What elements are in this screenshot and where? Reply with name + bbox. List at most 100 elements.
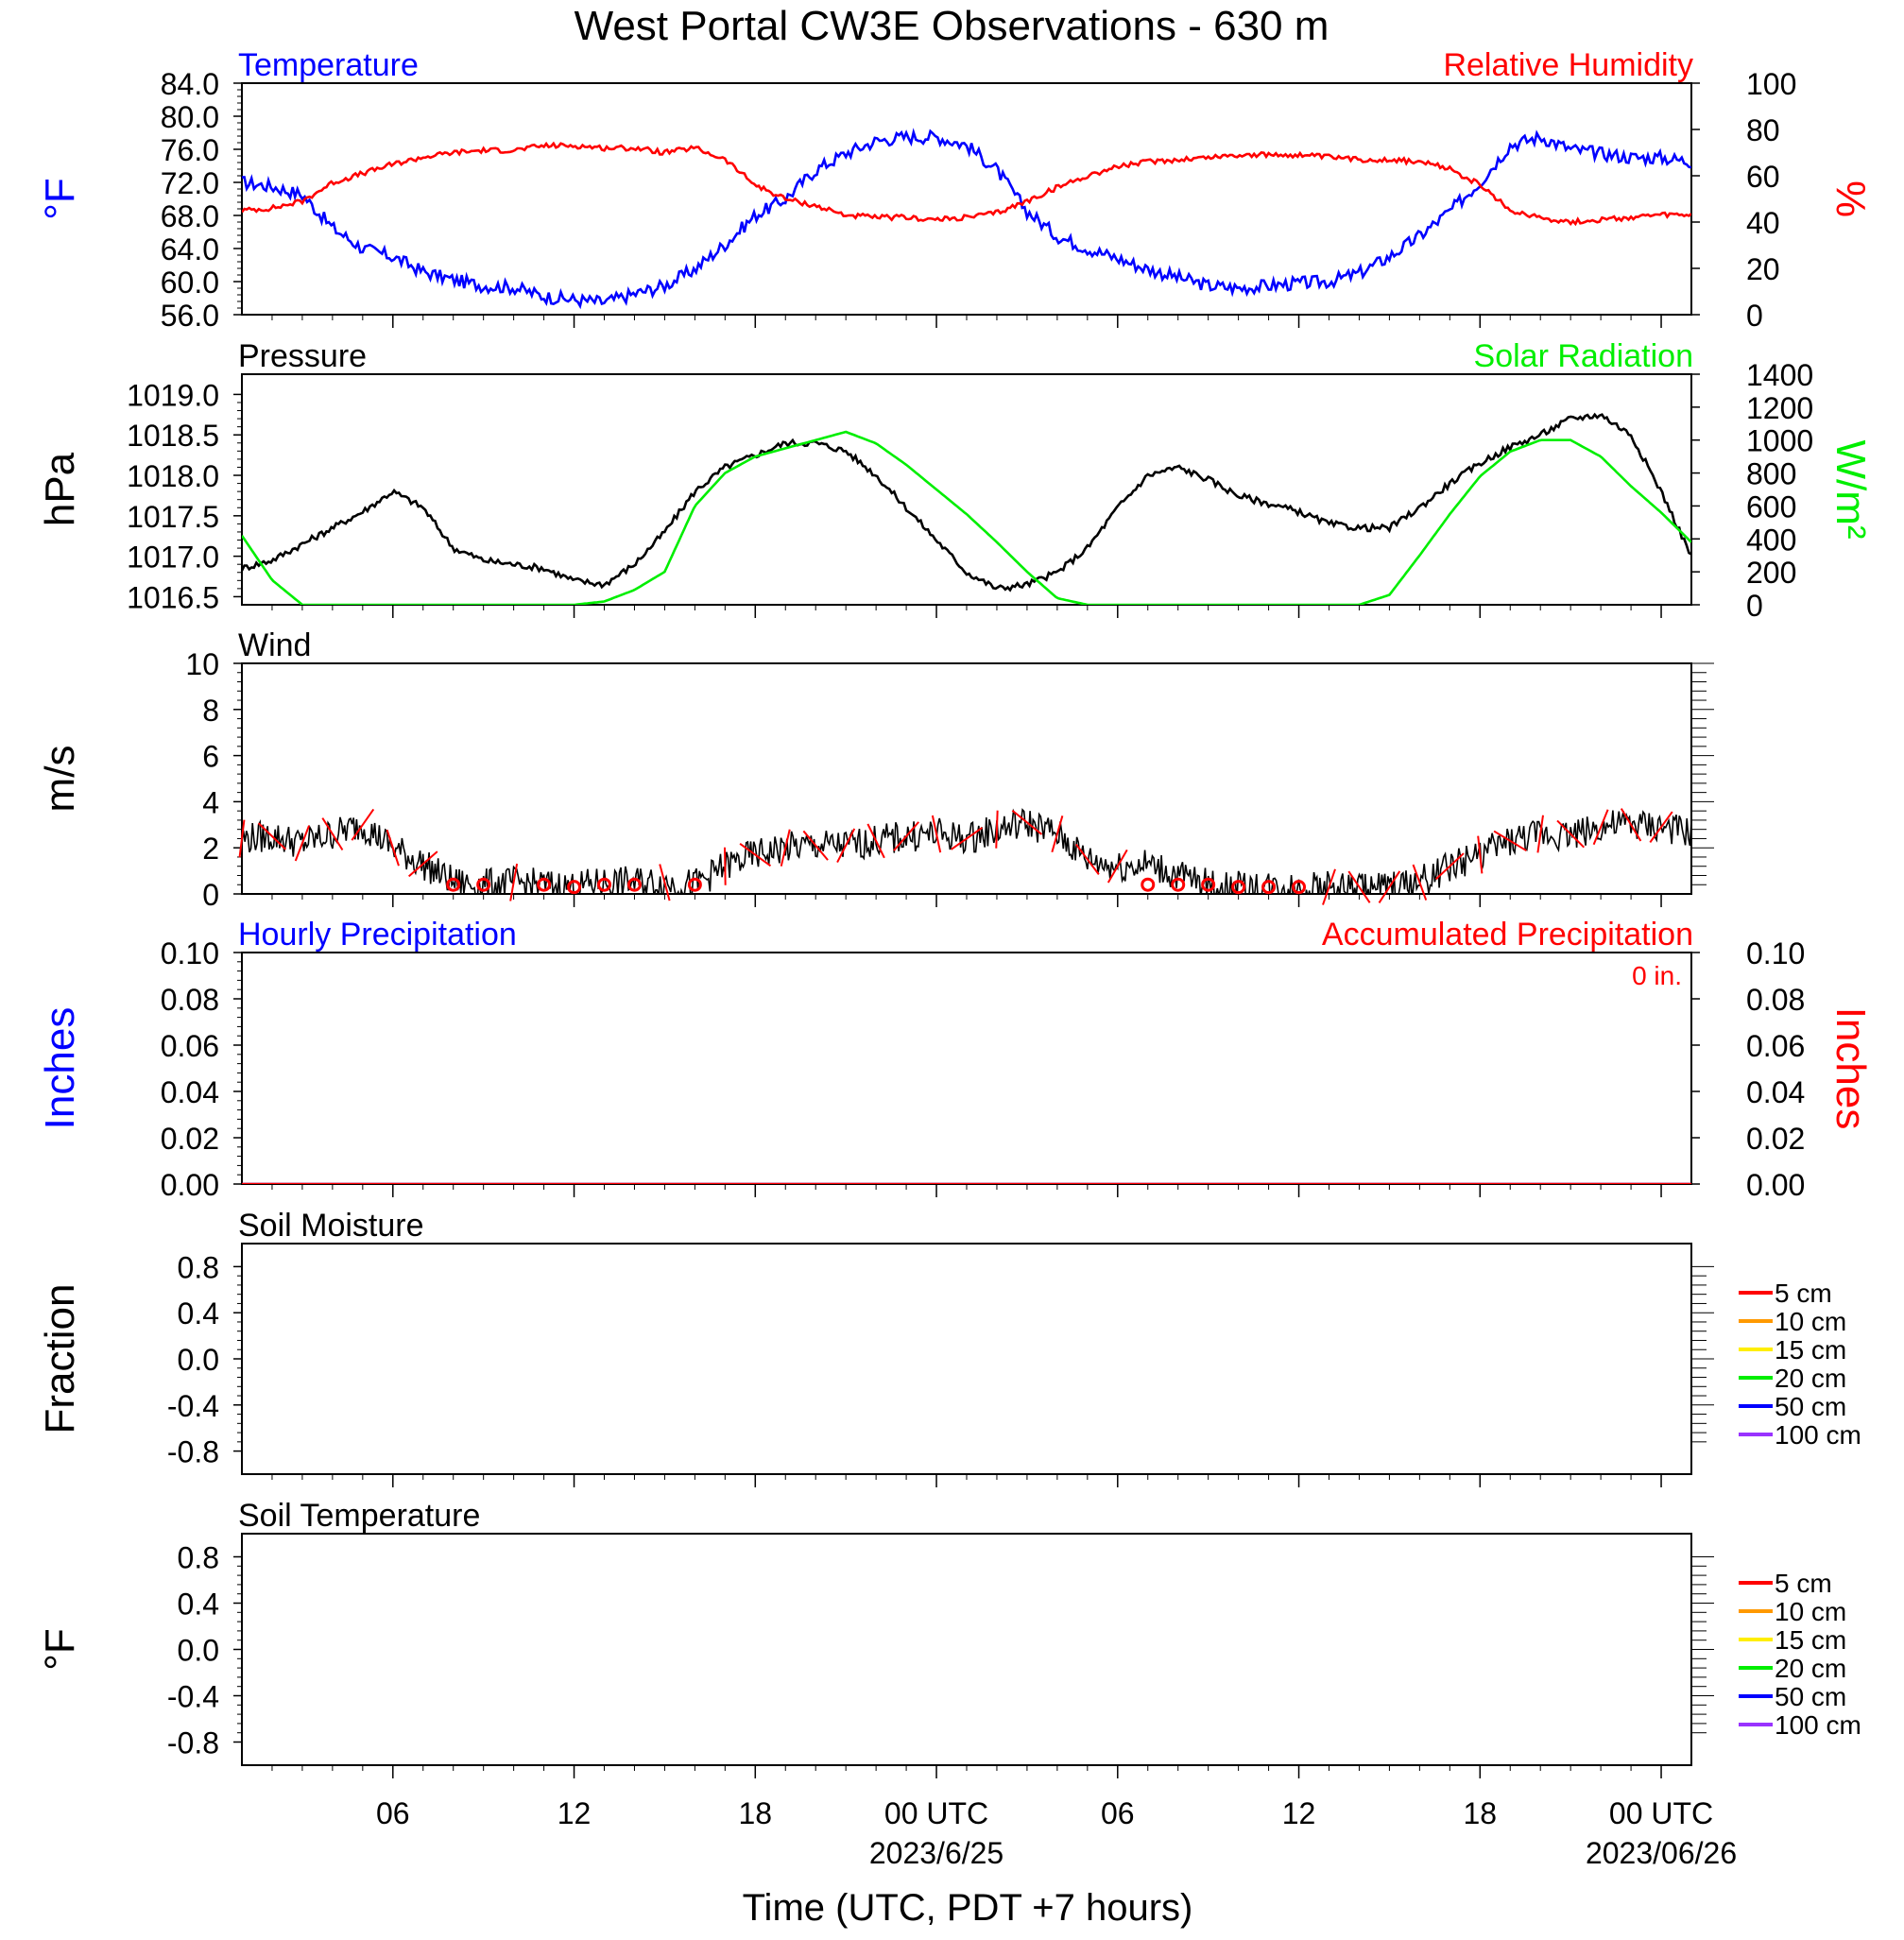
wind-barb [780,829,791,867]
accumulated-total-label: 0 in. [1632,961,1682,990]
panels-group: 84.080.076.072.068.064.060.056.010080604… [37,47,1874,1778]
y-tick-label-left: 0.10 [161,936,219,970]
calm-wind-marker [1292,880,1307,895]
wind-barb [1620,808,1642,842]
x-tick-label: 12 [1282,1796,1316,1830]
y-tick-label-left: -0.8 [167,1726,219,1760]
wind-barb [1493,830,1527,852]
wind-barb [351,808,375,841]
legend-label: 50 cm [1775,1682,1846,1711]
wind-barb [659,864,671,901]
legend-label: 5 cm [1775,1569,1832,1598]
y-tick-label-right: 0.10 [1746,936,1805,970]
panel-title-left: Soil Moisture [238,1208,424,1244]
y-tick-label-left: 0.0 [178,1343,219,1377]
panel-title-right: Solar Radiation [1474,338,1693,374]
panel-soil_moisture: 0.8 0.4 0.0 -0.4 -0.8 Soil Moisture Fraction 5 … [37,1208,1861,1487]
y-axis-label-left: Inches [37,1007,83,1130]
y-tick-label-left: 0.04 [161,1075,219,1109]
y-axis-label-left: °F [37,1628,83,1670]
panel-pressure_solar: 1019.0 1018.5 1018.0 1017.5 1017.0 1016.5 1400… [37,338,1874,623]
wind-barb [1378,870,1401,903]
y-tick-label-left: 0.06 [161,1029,219,1063]
y-tick-label-left: 1017.0 [127,541,219,575]
y-tick-label-left: 1019.0 [127,378,219,412]
legend-label: 10 cm [1775,1307,1846,1336]
y-tick-label-right: 0.04 [1746,1075,1805,1109]
wind-barb [257,822,287,850]
y-axis-label-right: % [1827,180,1874,217]
x-tick-label: 06 [376,1796,410,1830]
y-tick-label-right: 0.06 [1746,1029,1805,1063]
x-tick-label: 06 [1101,1796,1135,1830]
y-tick-label-right: 0.02 [1746,1122,1805,1156]
panel-title-right: Relative Humidity [1443,47,1693,83]
wind-barb [1536,815,1544,853]
series-line-solar-radiation [242,430,1691,605]
y-tick-label-right: 200 [1746,556,1796,590]
wind-barb [1477,835,1484,874]
wind-barb [1556,819,1586,849]
wind-barb [836,828,856,864]
y-tick-label-left: 56.0 [161,299,219,333]
x-tick-label: 00 UTC [884,1796,988,1830]
wind-barb [1435,852,1465,881]
plot-frame [241,662,1692,895]
y-tick-label-left: 4 [202,785,219,819]
x-date-label: 2023/6/25 [869,1836,1003,1870]
calm-wind-marker [1231,880,1246,895]
y-tick-label-left: 0.8 [178,1250,219,1284]
y-tick-label-left: 0.4 [178,1296,219,1331]
y-tick-label-right: 1200 [1746,391,1813,425]
calm-wind-marker [446,877,461,892]
x-tick-label: 00 UTC [1609,1796,1713,1830]
calm-wind-marker [476,877,491,892]
y-axis-label-left: Fraction [37,1284,83,1434]
wind-barb [951,827,983,850]
y-tick-label-right: 800 [1746,457,1796,491]
y-axis-label-right: Inches [1827,1007,1874,1130]
series-line-relative-humidity [242,141,1691,227]
wind-barb [1592,809,1609,846]
wind-barb [1322,868,1336,905]
calm-wind-marker [1141,877,1156,892]
y-axis-label-left: °F [37,178,83,219]
y-tick-label-left: 8 [202,694,219,728]
y-tick-label-right: 0.08 [1746,983,1805,1017]
time-axis: 06 12 18 00 UTC 06 12 18 00 UTC 2023/6/25 2023/06… [376,1796,1737,1870]
y-tick-label-right: 600 [1746,489,1796,524]
y-tick-label-right: 1000 [1746,424,1813,458]
y-tick-label-left: 72.0 [161,166,219,200]
legend-label: 15 cm [1775,1625,1846,1655]
y-axis-label-right: W/m² [1827,439,1874,539]
wind-barb [1649,811,1673,844]
legend-label: 50 cm [1775,1392,1846,1421]
wind-barb [739,842,772,867]
wind-barb [723,847,727,885]
figure-title: West Portal CW3E Observations - 630 m [575,3,1329,49]
y-tick-label-left: 1018.5 [127,419,219,453]
y-tick-label-left: 60.0 [161,266,219,300]
panel-title-left: Hourly Precipitation [238,917,517,953]
series-line-wind [242,808,1691,894]
wind-barb [407,850,438,878]
y-tick-label-left: 80.0 [161,100,219,134]
y-tick-label-right: 1400 [1746,358,1813,392]
calm-wind-marker [597,877,611,892]
y-tick-label-left: 68.0 [161,199,219,233]
legend-label: 20 cm [1775,1654,1846,1683]
y-tick-label-right: 40 [1746,206,1780,240]
series-line-temperature [242,128,1691,310]
panel-title-left: Wind [238,627,311,663]
wind-barb [1051,815,1064,853]
wind-barb [1412,864,1428,901]
wind-barb [866,823,885,859]
calm-wind-marker [567,880,582,895]
y-tick-label-right: 400 [1746,523,1796,557]
wind-barb [893,821,919,851]
y-tick-label-left: 0.08 [161,983,219,1017]
wind-barb [294,825,311,862]
wind-barb [238,819,246,858]
y-tick-label-left: 0.4 [178,1588,219,1622]
